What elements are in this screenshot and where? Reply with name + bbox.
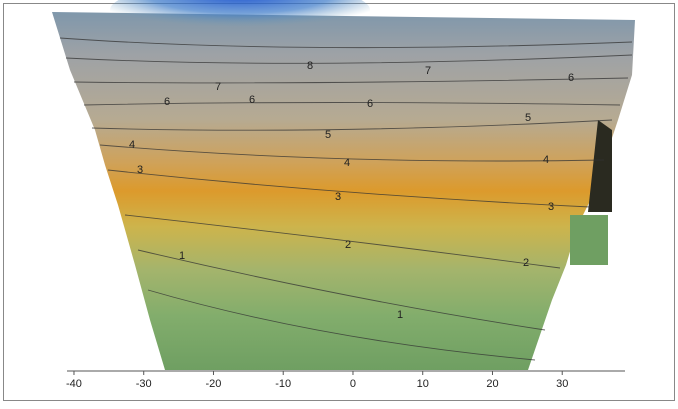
contour-label: 1 xyxy=(179,250,185,262)
map-view: 8 7 7 6 6 6 6 5 5 4 4 4 3 3 3 2 2 1 1 -40 -30 -20 -10 0 10 20 30 xyxy=(0,0,678,404)
contour-label: 6 xyxy=(367,98,373,110)
contour-label: 6 xyxy=(249,94,255,106)
contour-label: 6 xyxy=(164,96,170,108)
x-tick-label: -30 xyxy=(136,378,152,390)
x-tick-label: -20 xyxy=(206,378,222,390)
contour-label: 4 xyxy=(543,154,549,166)
contour-label: 5 xyxy=(525,112,531,124)
x-tick-label: 30 xyxy=(556,378,568,390)
contour-label: 3 xyxy=(335,191,341,203)
contour-label: 2 xyxy=(345,239,351,251)
contour-label: 8 xyxy=(307,60,313,72)
contour-label: 3 xyxy=(548,201,554,213)
contour-label: 7 xyxy=(425,65,431,77)
relief-surface xyxy=(52,0,635,370)
x-tick-label: 10 xyxy=(417,378,429,390)
contour-label: 5 xyxy=(325,129,331,141)
contour-label: 7 xyxy=(215,81,221,93)
x-tick-label: -10 xyxy=(275,378,291,390)
contour-label: 1 xyxy=(397,309,403,321)
contour-label: 6 xyxy=(568,72,574,84)
contour-label: 4 xyxy=(129,139,135,151)
contour-label: 3 xyxy=(137,164,143,176)
x-tick-label: 0 xyxy=(350,378,356,390)
x-tick-label: -40 xyxy=(66,378,82,390)
x-tick-label: 20 xyxy=(486,378,498,390)
contour-label: 2 xyxy=(523,257,529,269)
x-axis: -40 -30 -20 -10 0 10 20 30 xyxy=(66,371,625,390)
contour-label: 4 xyxy=(344,157,350,169)
